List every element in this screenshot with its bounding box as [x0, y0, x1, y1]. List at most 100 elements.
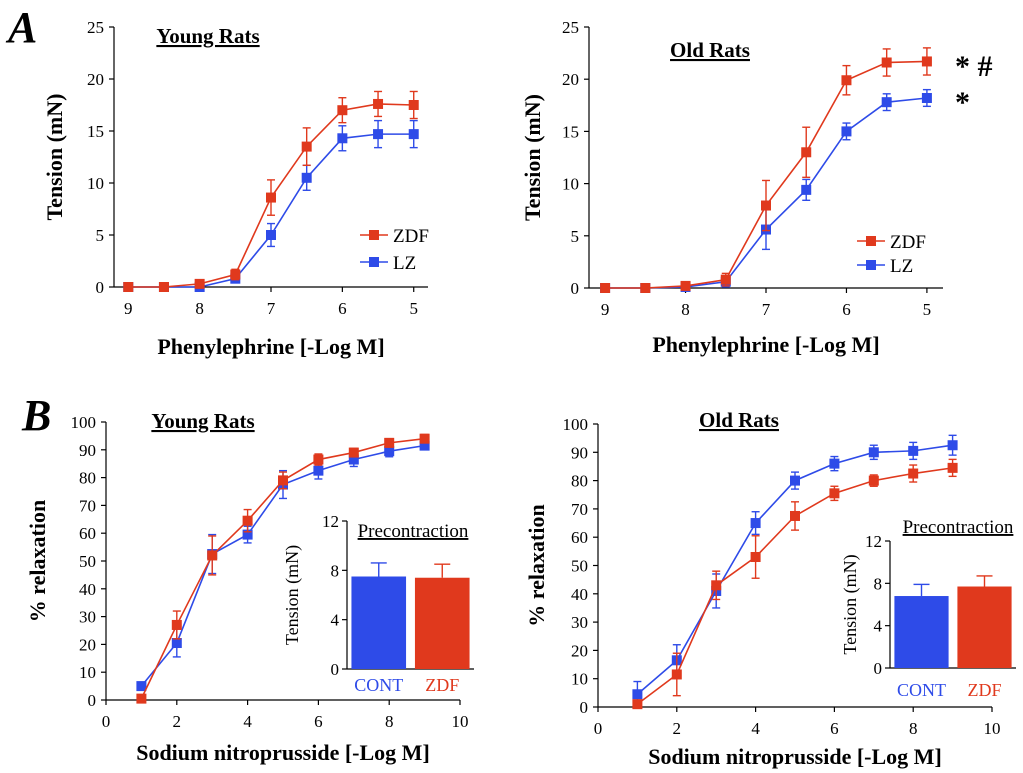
data-point-zdf	[408, 100, 419, 110]
chart-old-rats-phenylephrine: 0 5 10 15 20 25 9 8 7 6 5 Phenylephrine [-Log M] Ten…	[520, 18, 993, 357]
y-tick-label: 90	[571, 443, 588, 462]
legend-marker	[866, 236, 876, 246]
y-axis-label: Tension (mN)	[520, 94, 545, 221]
inset-bar-cont	[894, 596, 949, 668]
inset-y-tick-label: 4	[874, 617, 883, 636]
data-point-zdf	[230, 269, 241, 280]
x-tick-label: 0	[102, 712, 111, 731]
legend-marker	[866, 260, 876, 270]
series-zdf	[632, 458, 958, 710]
y-tick-label: 0	[580, 698, 589, 717]
data-point-zdf	[790, 510, 800, 521]
y-tick-label: 5	[571, 227, 580, 246]
inset-category-label: CONT	[897, 680, 946, 700]
legend-entry-lz: LZ	[857, 256, 913, 277]
data-point-lz	[301, 172, 312, 183]
y-tick-label: 20	[79, 635, 96, 654]
chart-title: Old Rats	[699, 408, 779, 432]
x-tick-label: 7	[267, 299, 276, 318]
data-point-zdf	[373, 98, 384, 109]
y-tick-label: 30	[571, 613, 588, 632]
data-point-lz	[881, 97, 892, 108]
y-tick-label: 40	[571, 585, 588, 604]
data-point-zdf	[301, 141, 312, 152]
legend-entry-zdf: ZDF	[360, 226, 429, 247]
data-point-zdf	[171, 619, 182, 630]
data-point-cont	[171, 638, 182, 649]
y-tick-label: 40	[79, 580, 96, 599]
data-point-zdf	[348, 447, 359, 458]
data-point-zdf	[278, 475, 288, 486]
data-point-cont	[908, 445, 919, 456]
y-tick-label: 80	[571, 472, 588, 491]
y-tick-label: 80	[79, 469, 96, 488]
y-tick-label: 30	[79, 608, 96, 627]
data-point-zdf	[158, 282, 169, 292]
x-axis-label: Sodium nitroprusside [-Log M]	[136, 740, 430, 765]
chart-title: Young Rats	[156, 24, 259, 48]
data-point-cont	[790, 475, 800, 486]
y-tick-label: 90	[79, 441, 96, 460]
x-tick-label: 10	[452, 712, 469, 731]
legend-marker	[369, 257, 379, 267]
data-point-zdf	[207, 550, 218, 561]
significance-mark: *	[955, 86, 970, 119]
data-point-cont	[313, 465, 324, 476]
x-axis-label: Phenylephrine [-Log M]	[652, 332, 879, 357]
x-tick-label: 6	[842, 300, 851, 319]
inset-category-label: ZDF	[967, 680, 1001, 700]
panel-letter-a: A	[5, 3, 37, 52]
data-point-cont	[242, 529, 253, 540]
y-tick-label: 20	[87, 70, 104, 89]
inset-precontraction-chart: 0 4 8 12 Precontraction Tension (mN) CONT ZDF	[282, 512, 474, 695]
data-point-lz	[841, 126, 852, 137]
data-point-zdf	[921, 56, 932, 67]
y-tick-label: 70	[79, 496, 96, 515]
y-tick-label: 15	[87, 122, 104, 141]
y-tick-label: 5	[96, 226, 105, 245]
x-tick-label: 5	[923, 300, 932, 319]
y-tick-label: 15	[562, 122, 579, 141]
x-tick-label: 7	[762, 300, 771, 319]
data-point-lz	[408, 129, 419, 140]
data-point-zdf	[947, 462, 958, 473]
data-point-zdf	[868, 475, 879, 486]
data-point-lz	[921, 92, 932, 103]
inset-y-tick-label: 8	[331, 561, 340, 580]
data-point-cont	[384, 446, 395, 457]
y-tick-label: 100	[71, 413, 97, 432]
legend-entry-zdf: ZDF	[857, 232, 926, 253]
inset-precontraction-chart: 0 4 8 12 Precontraction Tension (mN) CONT ZDF	[840, 517, 1016, 700]
inset-title: Precontraction	[358, 521, 469, 542]
data-point-zdf	[680, 280, 691, 291]
data-point-zdf	[881, 57, 892, 68]
x-tick-label: 6	[830, 719, 839, 738]
x-tick-label: 5	[409, 299, 418, 318]
inset-bar-zdf	[414, 577, 470, 669]
data-point-cont	[868, 447, 879, 458]
data-point-zdf	[711, 580, 722, 591]
data-point-zdf	[841, 75, 852, 86]
legend-entry-lz: LZ	[360, 253, 416, 274]
series-zdf	[600, 47, 932, 293]
data-point-zdf	[337, 105, 348, 116]
data-point-zdf	[384, 437, 395, 448]
legend-label: LZ	[393, 253, 416, 274]
y-tick-label: 25	[562, 18, 579, 37]
y-tick-label: 0	[571, 279, 580, 298]
x-tick-label: 8	[681, 300, 690, 319]
x-tick-label: 9	[124, 299, 133, 318]
data-point-lz	[373, 129, 384, 140]
x-axis-label: Sodium nitroprusside [-Log M]	[648, 744, 942, 769]
data-point-zdf	[908, 468, 919, 479]
y-tick-label: 0	[88, 691, 97, 710]
legend-label: ZDF	[393, 226, 429, 247]
inset-bar-cont	[351, 576, 407, 669]
chart-title: Old Rats	[670, 38, 750, 62]
data-point-zdf	[313, 454, 324, 465]
chart-title: Young Rats	[151, 409, 254, 433]
inset-y-tick-label: 12	[865, 532, 882, 551]
inset-bar-zdf	[957, 586, 1012, 668]
data-point-cont	[632, 689, 643, 700]
